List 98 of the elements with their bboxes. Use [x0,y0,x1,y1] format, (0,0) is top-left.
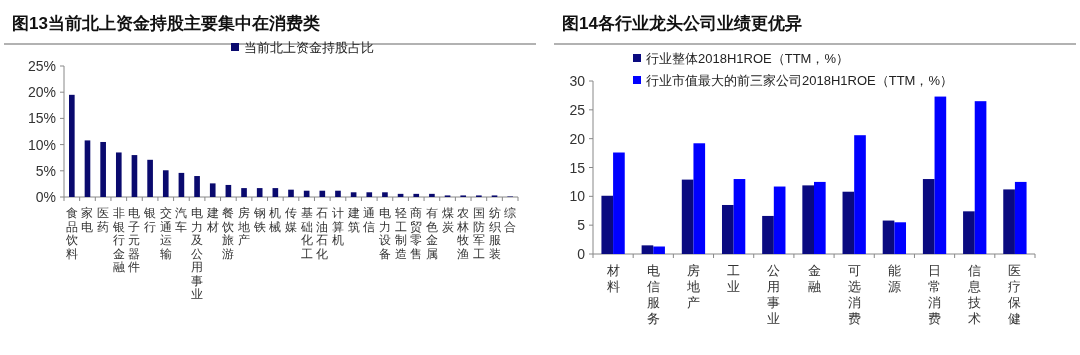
bar [209,183,216,197]
x-tick-label: 电力设备 [378,206,391,261]
x-tick-label: 商贸零售 [410,206,423,261]
legend-label: 行业市值最大的前三家公司2018H1ROE（TTM，%） [646,73,953,88]
x-tick-label: 建筑 [346,206,360,234]
x-tick-label: 煤炭 [441,206,454,234]
bar [974,101,987,254]
y-tick-label: 30 [569,73,586,89]
bar [721,204,734,254]
x-tick-label: 食品饮料 [64,206,78,261]
y-tick-label: 25% [27,58,56,74]
y-tick-label: 15% [27,110,56,127]
bar [963,211,975,254]
x-tick-label: 信息技术 [967,263,982,326]
bar [641,245,654,254]
y-tick-label: 5% [35,162,56,179]
x-tick-label: 建材 [205,206,219,234]
x-tick-label: 房地产 [237,206,251,247]
x-tick-label: 传媒 [285,206,297,234]
x-tick-label: 钢铁 [252,206,266,234]
bar [842,191,855,254]
y-tick-label: 20% [27,84,56,101]
legend-label: 行业整体2018H1ROE（TTM，%） [646,51,849,66]
x-tick-label: 银行 [143,206,157,234]
x-tick-label: 汽车 [175,206,188,234]
bar [413,193,420,197]
x-tick-label: 石油石化 [316,206,329,261]
x-tick-label: 交通运输 [159,206,172,261]
bar [366,192,373,197]
x-tick-label: 基础化工 [299,206,313,261]
x-tick-label: 机械 [269,206,282,234]
bar [773,186,786,254]
x-tick-label: 国防军工 [472,206,485,261]
x-tick-label: 家电 [81,206,94,234]
legend-label: 当前北上资金持股占比 [244,40,374,55]
bar [335,190,341,197]
y-tick-label: 10% [27,136,56,153]
bar [350,192,357,197]
y-tick-label: 10 [569,188,586,205]
x-tick-label: 工业 [727,263,741,294]
y-tick-label: 5 [577,217,586,234]
bar [147,159,153,197]
x-tick-label: 轻工制造 [394,206,407,261]
x-tick-label: 纺织服装 [488,206,501,261]
x-tick-label: 医疗保健 [1008,263,1022,326]
bar [162,170,169,197]
bar [693,143,706,254]
x-tick-label: 日常消费 [928,263,942,326]
x-tick-label: 能源 [887,263,901,294]
bar [681,179,694,254]
bar [814,181,826,254]
x-tick-label: 有色金属 [425,206,438,261]
bar [194,176,200,197]
bar [69,94,75,197]
x-tick-label: 公用事业 [767,263,781,326]
bar [256,188,263,197]
x-tick-label: 综合 [504,206,517,234]
bar [922,179,935,254]
bar [894,222,907,254]
bar [733,179,746,254]
bar [601,195,614,254]
y-tick-label: 20 [569,130,586,147]
bar [882,220,895,254]
bar [854,135,866,254]
bar [319,190,326,197]
bar [802,185,814,254]
bar [115,152,122,197]
bar [1014,181,1027,254]
x-tick-label: 计算机 [331,206,344,247]
x-tick-label: 通信 [363,206,376,234]
bar [272,188,279,197]
x-tick-label: 电子元器件 [128,206,141,274]
x-tick-label: 材料 [605,263,620,294]
bar [613,152,625,254]
x-tick-label: 餐饮旅游 [221,206,235,261]
bar [100,141,106,197]
bar [382,192,388,197]
y-tick-label: 15 [569,159,586,176]
bar [429,193,435,197]
bar [1003,189,1015,254]
bar [934,96,947,254]
x-tick-label: 金融 [807,263,821,294]
x-tick-label: 电力及公用事业 [191,206,204,301]
bar [653,246,665,254]
y-tick-label: 0% [35,189,56,205]
bar [762,215,774,254]
bar [241,188,247,197]
x-tick-label: 房地产 [685,263,700,310]
y-tick-label: 25 [569,101,586,118]
x-tick-label: 非银行金融 [111,206,125,274]
x-tick-label: 可选消费 [847,263,861,326]
x-tick-label: 农林牧渔 [456,206,470,261]
bar [288,189,294,197]
y-tick-label: 0 [577,246,586,262]
chart-title: 图13当前北上资金持股主要集中在消费类 [12,14,320,33]
x-tick-label: 医药 [97,206,110,234]
x-tick-label: 电信服务 [646,263,660,326]
chart-title: 图14各行业龙头公司业绩更优异 [562,14,802,33]
